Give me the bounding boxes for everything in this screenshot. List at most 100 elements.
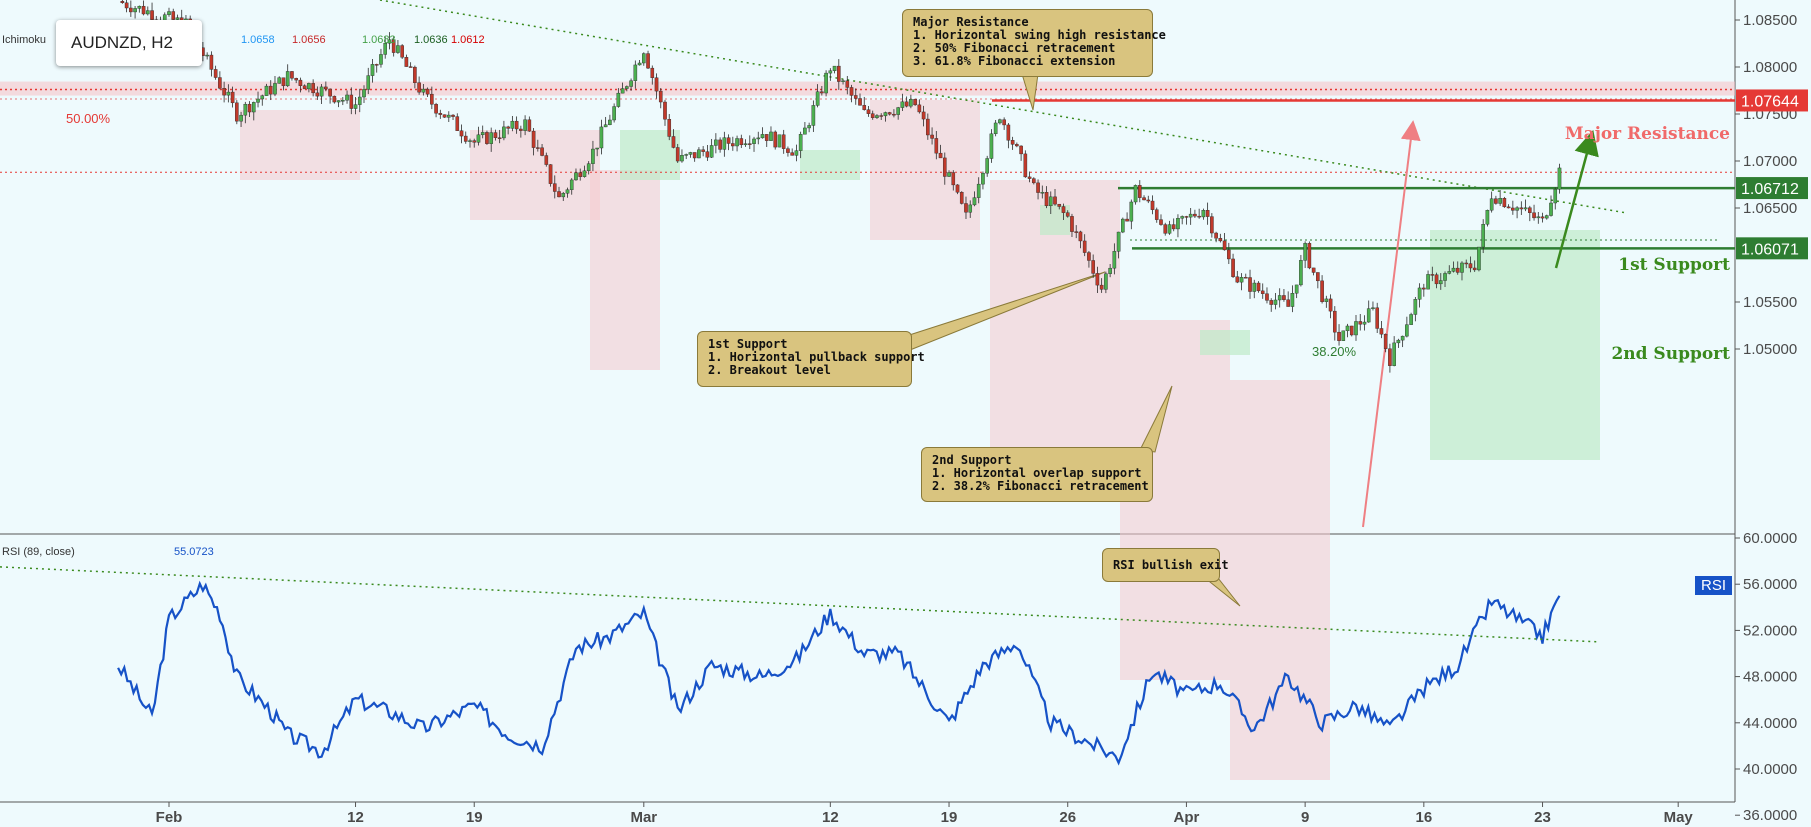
candle-body (815, 91, 820, 106)
candle-body (1477, 246, 1481, 271)
candle-body (434, 104, 438, 114)
candle-body (709, 145, 714, 158)
candle-body (391, 39, 396, 53)
candle-body (1006, 124, 1011, 141)
candle-body (222, 87, 226, 96)
candle-body (989, 133, 994, 159)
candle-body (1502, 198, 1507, 208)
candle-body (425, 88, 430, 95)
candle-body (820, 91, 824, 94)
symbol-box[interactable]: AUDNZD, H2 (56, 20, 202, 66)
candle-body (345, 94, 349, 101)
candle-body (612, 106, 616, 121)
candle-body (739, 138, 744, 146)
candle-body (510, 120, 515, 129)
candle-body (1184, 216, 1189, 218)
callout-major-resistance: Major Resistance 1. Horizontal swing hig… (902, 9, 1166, 77)
candle-body (658, 90, 663, 103)
callout-line: Major Resistance (913, 15, 1029, 29)
candle-body (913, 99, 917, 106)
candle-body (451, 114, 455, 117)
candle-body (1438, 280, 1443, 285)
candle-body (548, 164, 553, 184)
candle-body (930, 134, 934, 139)
candle-body (1290, 293, 1295, 307)
candle-body (497, 137, 502, 139)
candle-body (1256, 282, 1261, 292)
candle-body (1188, 213, 1193, 218)
candle-body (141, 5, 146, 15)
price-tick-label: 1.06500 (1743, 200, 1797, 217)
candle-body (1549, 202, 1553, 216)
candle-body (892, 113, 896, 116)
candle-body (972, 197, 977, 206)
candle-body (942, 157, 947, 177)
candle-body (129, 7, 133, 13)
cloud-bearish (590, 170, 660, 370)
rsi-tick-label: 56.0000 (1743, 576, 1797, 593)
candle-body (1019, 145, 1023, 155)
candle-body (849, 87, 854, 96)
candle-body (1337, 331, 1341, 341)
candle-body (502, 126, 506, 139)
candle-body (794, 150, 799, 156)
candle-body (1460, 262, 1464, 273)
callout-first-support: 1st Support 1. Horizontal pullback suppo… (697, 331, 925, 387)
candle-body (205, 54, 209, 57)
candle-body (1171, 224, 1176, 230)
candle-body (379, 54, 383, 65)
candle-body (586, 163, 591, 172)
candle-body (404, 57, 409, 67)
indicator-label: Ichimoku (2, 34, 47, 46)
candle-body (726, 137, 731, 144)
candle-body (1536, 216, 1541, 219)
candle-body (1430, 274, 1435, 276)
ichimoku-value: 1.0683 (362, 34, 396, 46)
candle-body (1125, 218, 1129, 222)
candle-body (442, 114, 447, 118)
candle-body (1324, 298, 1329, 302)
candle-body (1180, 216, 1184, 219)
candle-body (506, 126, 510, 129)
candle-body (608, 119, 612, 125)
candle-body (680, 155, 684, 162)
candle-body (251, 102, 256, 113)
candle-body (569, 179, 574, 190)
candle-body (1371, 307, 1375, 309)
candle-body (489, 132, 493, 144)
candle-body (1472, 267, 1477, 271)
rsi-line (117, 580, 1561, 766)
candle-body (1311, 267, 1316, 273)
candle-body (1146, 199, 1151, 202)
candle-body (285, 71, 290, 87)
candle-body (268, 85, 273, 95)
candle-body (1349, 325, 1354, 336)
candle-body (459, 130, 464, 137)
cloud-bullish (800, 150, 860, 180)
second-support-value: 1.06071 (1741, 241, 1799, 258)
candle-body (595, 147, 599, 150)
candle-body (1205, 210, 1210, 217)
price-tick-label: 1.07000 (1743, 153, 1797, 170)
candle-body (1392, 342, 1396, 366)
candle-body (383, 43, 388, 55)
candle-body (273, 83, 277, 95)
candle-body (519, 128, 523, 131)
ichimoku-cloud (240, 100, 1600, 780)
candle-body (633, 64, 638, 81)
candle-body (1167, 224, 1172, 234)
candle-body (735, 138, 739, 147)
candle-body (777, 134, 782, 148)
candle-body (120, 0, 125, 4)
rsi-tick-label: 60.0000 (1743, 530, 1797, 547)
ichimoku-value: 1.0656 (292, 34, 326, 46)
candle-body (896, 107, 900, 115)
candle-body (523, 119, 527, 131)
candle-body (879, 115, 883, 117)
candle-body (1210, 216, 1214, 234)
candle-body (1163, 224, 1168, 234)
candle-body (294, 78, 298, 81)
candle-body (561, 193, 566, 198)
candle-body (697, 149, 701, 159)
candle-body (578, 172, 583, 177)
